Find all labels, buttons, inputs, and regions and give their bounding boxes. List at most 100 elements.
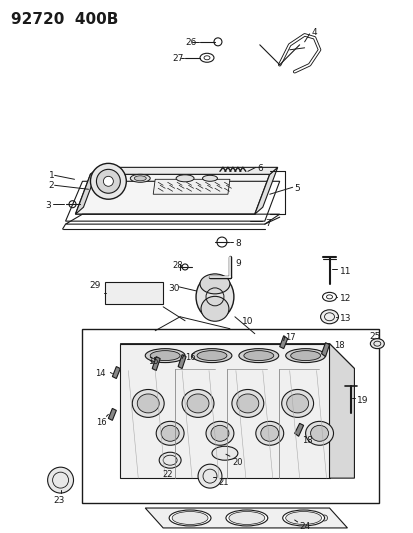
Text: 17: 17: [284, 333, 294, 342]
Polygon shape: [120, 344, 329, 478]
Polygon shape: [75, 174, 269, 214]
Ellipse shape: [192, 349, 231, 362]
Ellipse shape: [201, 296, 228, 321]
Text: 30: 30: [168, 284, 179, 293]
Polygon shape: [254, 167, 277, 214]
Ellipse shape: [199, 274, 229, 294]
Polygon shape: [90, 167, 277, 174]
Polygon shape: [329, 344, 354, 478]
Polygon shape: [152, 357, 160, 370]
Circle shape: [291, 515, 297, 521]
Ellipse shape: [187, 394, 209, 413]
Text: 8: 8: [234, 239, 240, 248]
Ellipse shape: [169, 510, 211, 526]
Polygon shape: [108, 408, 116, 421]
Text: 6: 6: [257, 164, 263, 173]
Polygon shape: [75, 167, 98, 214]
Text: 21: 21: [217, 478, 228, 487]
Circle shape: [197, 464, 221, 488]
Text: 1: 1: [48, 171, 54, 180]
Ellipse shape: [238, 349, 278, 362]
Ellipse shape: [159, 452, 180, 468]
Text: 11: 11: [339, 267, 350, 276]
Ellipse shape: [161, 425, 179, 441]
Text: 9: 9: [234, 259, 240, 268]
Text: 27: 27: [172, 54, 183, 63]
Text: 15: 15: [148, 357, 158, 366]
Text: 14: 14: [95, 368, 106, 377]
Circle shape: [103, 176, 113, 186]
Polygon shape: [178, 354, 185, 368]
Text: 19: 19: [356, 397, 368, 406]
Text: 10: 10: [241, 317, 253, 326]
Ellipse shape: [286, 394, 308, 413]
Ellipse shape: [305, 422, 333, 445]
Text: 5: 5: [294, 184, 300, 193]
Ellipse shape: [211, 446, 237, 460]
Text: 29: 29: [89, 281, 100, 290]
Bar: [105, 282, 163, 304]
Ellipse shape: [137, 394, 159, 413]
Ellipse shape: [132, 390, 164, 417]
Circle shape: [47, 467, 74, 493]
Text: 16: 16: [185, 353, 195, 361]
Ellipse shape: [176, 175, 194, 182]
Text: 12: 12: [339, 294, 350, 303]
Text: 23: 23: [53, 496, 64, 505]
Ellipse shape: [182, 390, 214, 417]
Text: 92720  400B: 92720 400B: [11, 12, 118, 27]
Text: 20: 20: [231, 458, 242, 467]
Ellipse shape: [196, 274, 233, 319]
Circle shape: [261, 515, 267, 521]
Ellipse shape: [290, 351, 320, 361]
Ellipse shape: [236, 394, 258, 413]
Polygon shape: [153, 179, 229, 194]
Text: 22: 22: [162, 470, 172, 479]
Ellipse shape: [172, 512, 207, 524]
Polygon shape: [294, 423, 303, 437]
Text: 16: 16: [96, 418, 107, 427]
Text: 7: 7: [264, 219, 270, 228]
Text: 28: 28: [172, 261, 182, 270]
Ellipse shape: [206, 422, 233, 445]
Ellipse shape: [130, 174, 150, 182]
Circle shape: [96, 169, 120, 193]
Circle shape: [90, 163, 126, 199]
Ellipse shape: [285, 512, 321, 524]
Ellipse shape: [231, 390, 263, 417]
Circle shape: [202, 515, 207, 521]
Ellipse shape: [134, 176, 146, 181]
Polygon shape: [112, 367, 120, 378]
Polygon shape: [321, 343, 329, 357]
Ellipse shape: [285, 349, 325, 362]
Ellipse shape: [282, 510, 324, 526]
Text: 26: 26: [185, 38, 196, 47]
Ellipse shape: [211, 425, 228, 441]
Text: 18: 18: [334, 341, 344, 350]
Ellipse shape: [145, 349, 185, 362]
Ellipse shape: [202, 175, 217, 181]
Ellipse shape: [225, 510, 267, 526]
Ellipse shape: [260, 425, 278, 441]
Text: 13: 13: [339, 314, 350, 323]
Ellipse shape: [255, 422, 283, 445]
Text: 2: 2: [48, 181, 54, 190]
Ellipse shape: [370, 338, 383, 349]
Circle shape: [321, 515, 327, 521]
Polygon shape: [279, 336, 287, 349]
Text: 4: 4: [311, 28, 316, 37]
Text: 18: 18: [301, 437, 311, 445]
Ellipse shape: [228, 512, 264, 524]
Text: 3: 3: [45, 201, 51, 210]
Ellipse shape: [197, 351, 226, 361]
Bar: [82, 329, 378, 503]
Ellipse shape: [320, 310, 338, 324]
Circle shape: [172, 515, 178, 521]
Text: 24: 24: [299, 522, 310, 531]
Text: 25: 25: [369, 332, 380, 341]
Polygon shape: [120, 344, 354, 368]
Polygon shape: [145, 508, 347, 528]
Circle shape: [231, 515, 237, 521]
Ellipse shape: [310, 425, 328, 441]
Ellipse shape: [150, 351, 180, 361]
